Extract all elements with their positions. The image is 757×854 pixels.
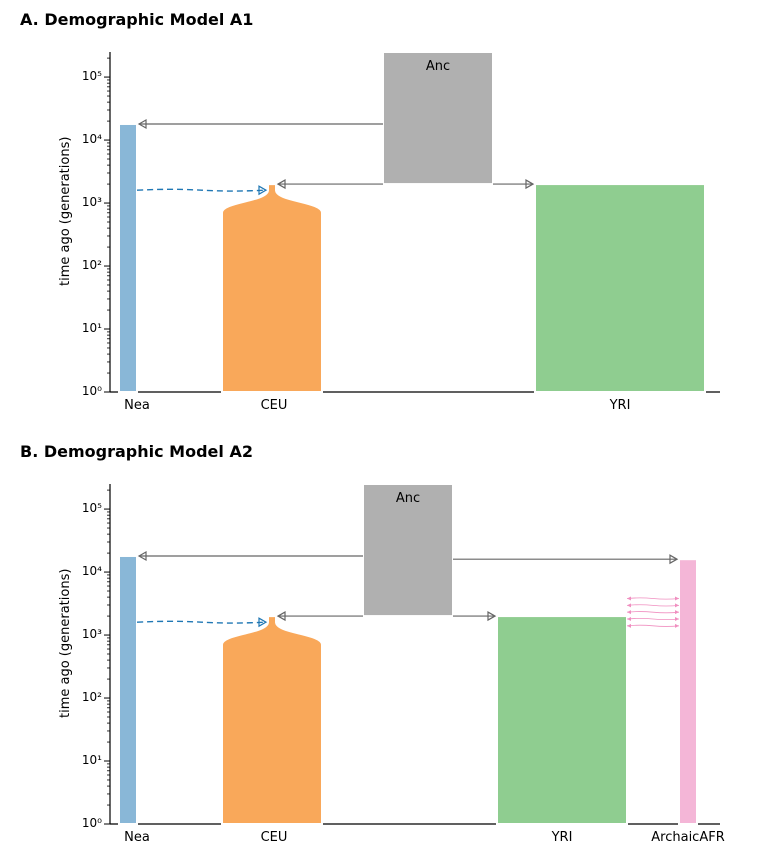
- population-label: ArchaicAFR: [651, 830, 724, 845]
- ytick-label: 10⁴: [62, 564, 102, 578]
- panel-b-title: B. Demographic Model A2: [20, 442, 253, 461]
- svg-text:Anc: Anc: [396, 491, 420, 506]
- ytick-label: 10⁵: [62, 501, 102, 515]
- ytick-label: 10³: [62, 195, 102, 209]
- ytick-label: 10⁵: [62, 69, 102, 83]
- ytick-label: 10²: [62, 258, 102, 272]
- ytick-label: 10³: [62, 627, 102, 641]
- ytick-label: 10²: [62, 690, 102, 704]
- population-label: Nea: [124, 830, 150, 845]
- panel-a-plot: Anc: [110, 52, 720, 392]
- panel-a-title: A. Demographic Model A1: [20, 10, 253, 29]
- svg-text:Anc: Anc: [426, 59, 450, 74]
- ytick-label: 10¹: [62, 321, 102, 335]
- population-label: CEU: [261, 830, 288, 845]
- figure: { "figure": { "width": 757, "height": 85…: [0, 0, 757, 854]
- ytick-label: 10⁰: [62, 816, 102, 830]
- panel-b-plot: Anc: [110, 484, 720, 824]
- population-label: YRI: [610, 398, 631, 413]
- population-label: Nea: [124, 398, 150, 413]
- population-label: YRI: [552, 830, 573, 845]
- panel-a-svg: Anc: [110, 52, 720, 392]
- panel-b-svg: Anc: [110, 484, 720, 824]
- population-label: CEU: [261, 398, 288, 413]
- ytick-label: 10⁴: [62, 132, 102, 146]
- ytick-label: 10⁰: [62, 384, 102, 398]
- ytick-label: 10¹: [62, 753, 102, 767]
